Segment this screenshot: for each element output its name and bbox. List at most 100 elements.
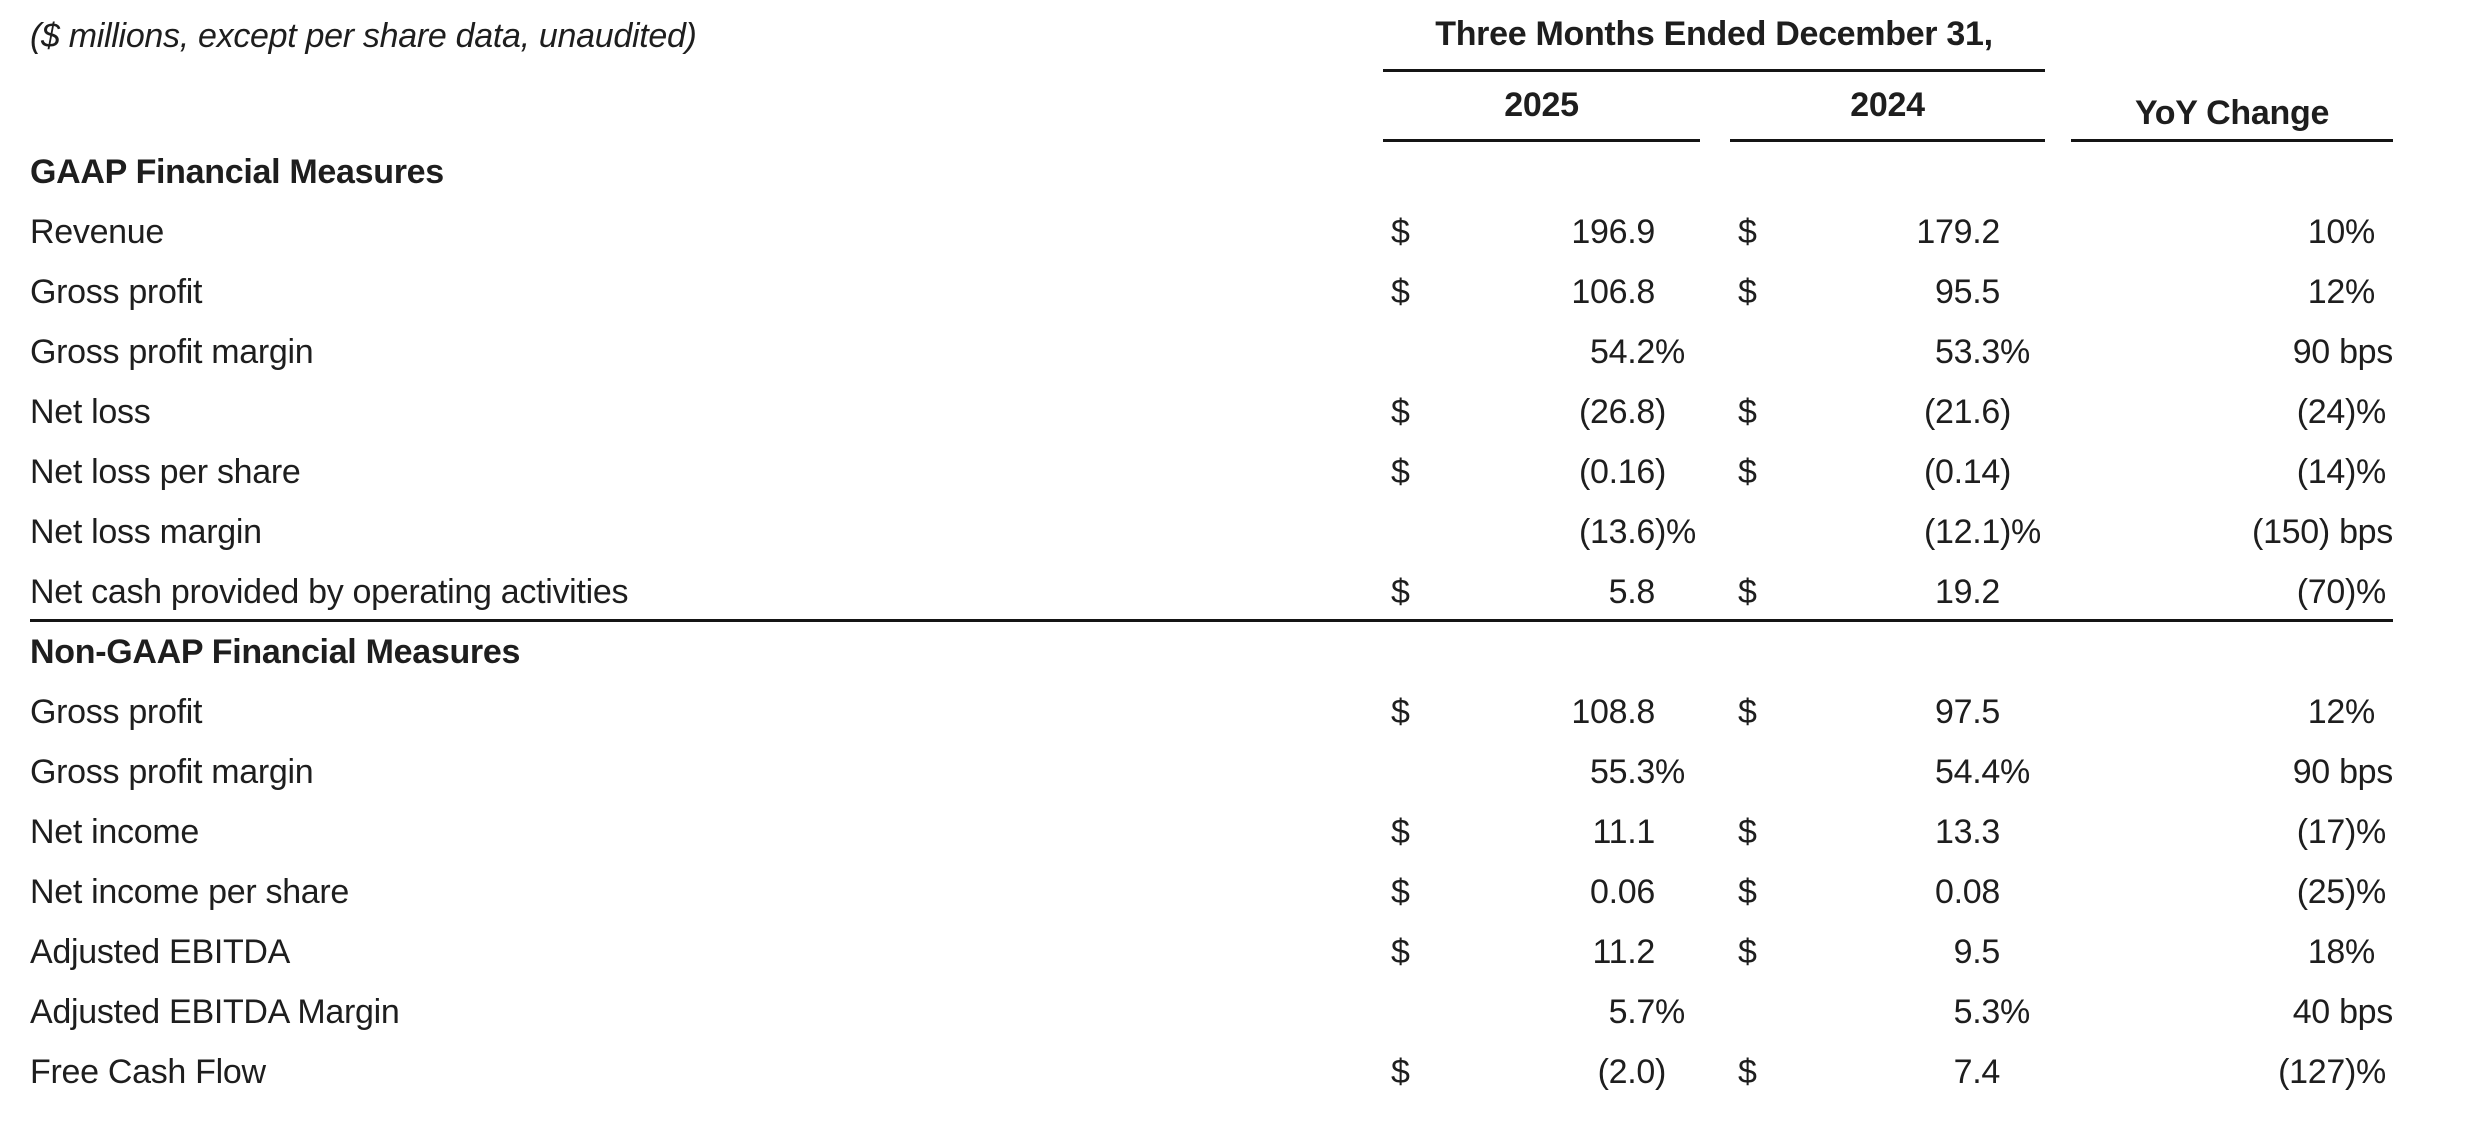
cell-value: 13.3	[1935, 812, 2000, 851]
row-label: Net cash provided by operating activitie…	[30, 572, 629, 611]
cell-value: (21.6	[1924, 392, 2000, 431]
value-overhang-suffix: )%	[2345, 392, 2386, 431]
value-overhang-suffix: %	[2000, 752, 2030, 791]
yoy-value-cell: (127)%	[2071, 1042, 2393, 1102]
row-label: Net loss margin	[30, 512, 262, 551]
cell-value: 0.08	[1935, 872, 2000, 911]
value-overhang-suffix: )%	[2345, 872, 2386, 911]
cell-value: (0.16	[1579, 452, 1655, 491]
value-overhang-suffix: )	[2000, 392, 2012, 431]
yoy-value: 12	[2307, 692, 2346, 731]
row-label: Adjusted EBITDA Margin	[30, 992, 400, 1031]
value-cell: $0.08	[1730, 862, 2045, 922]
value-cell: $19.2	[1730, 562, 2045, 622]
cell-value: (26.8	[1579, 392, 1655, 431]
yoy-value: 40	[2292, 992, 2331, 1031]
cell-value: 108.8	[1571, 692, 1655, 731]
yoy-value: (24	[2296, 392, 2346, 431]
cell-value: 11.1	[1592, 812, 1656, 851]
currency-symbol: $	[1391, 452, 1410, 491]
row-label: Gross profit margin	[30, 332, 314, 371]
currency-symbol: $	[1738, 272, 1757, 311]
table-body: GAAP Financial Measures Revenue $196.9 $179…	[0, 142, 2470, 1102]
row-label: Revenue	[30, 212, 164, 251]
value-overhang-suffix: )%	[2345, 1052, 2386, 1091]
value-overhang-suffix: )%	[1655, 512, 1696, 551]
value-cell: 54.4%	[1730, 742, 2045, 802]
currency-symbol: $	[1738, 392, 1757, 431]
cell-value: (2.0	[1597, 1052, 1656, 1091]
table-row: Free Cash Flow $ (2.0) $7.4 (127)%	[0, 1042, 2470, 1102]
currency-symbol: $	[1738, 812, 1757, 851]
value-overhang-suffix: ) bps	[2318, 512, 2393, 551]
table-header-year-row: 2025 2024 YoY Change	[0, 72, 2470, 142]
cell-value: 5.7	[1608, 992, 1656, 1031]
table-row: Net income $11.1 $13.3 (17)%	[0, 802, 2470, 862]
value-cell: 5.3%	[1730, 982, 2045, 1042]
value-cell: $196.9	[1383, 202, 1700, 262]
table-header-period-row: ($ millions, except per share data, unau…	[0, 0, 2470, 72]
currency-symbol: $	[1738, 212, 1757, 251]
table-caption: ($ millions, except per share data, unau…	[30, 16, 697, 55]
value-overhang-suffix: bps	[2329, 332, 2393, 371]
table-row: Gross profit $108.8 $97.5 12%	[0, 682, 2470, 742]
currency-symbol: $	[1391, 812, 1410, 851]
cell-value: (0.14	[1924, 452, 2000, 491]
cell-value: 5.3	[1953, 992, 2001, 1031]
value-cell: $ (0.16)	[1383, 442, 1700, 502]
cell-value: 11.2	[1592, 932, 1656, 971]
currency-symbol: $	[1391, 1052, 1410, 1091]
value-overhang-suffix: )%	[2000, 512, 2041, 551]
section-title: GAAP Financial Measures	[30, 152, 444, 191]
value-cell: 54.2%	[1383, 322, 1700, 382]
table-row: Gross profit $106.8 $95.5 12%	[0, 262, 2470, 322]
yoy-value-cell: (17)%	[2071, 802, 2393, 862]
value-overhang-suffix: %	[1655, 752, 1685, 791]
cell-value: 196.9	[1571, 212, 1655, 251]
yoy-value: (127	[2278, 1052, 2345, 1091]
value-cell: $ (0.14)	[1730, 442, 2045, 502]
currency-symbol: $	[1391, 392, 1410, 431]
row-label: Free Cash Flow	[30, 1052, 266, 1091]
value-overhang-suffix: %	[2000, 332, 2030, 371]
column-header-2024: 2024	[1730, 72, 2045, 142]
table-row: Net income per share $0.06 $0.08 (25)%	[0, 862, 2470, 922]
value-overhang-suffix: )%	[2345, 812, 2386, 851]
value-overhang-suffix: )	[1655, 1052, 1667, 1091]
yoy-value-cell: (150) bps	[2071, 502, 2393, 562]
section-header-row: GAAP Financial Measures	[0, 142, 2470, 202]
cell-value: 106.8	[1571, 272, 1655, 311]
table-row: Net loss margin (13.6)% (12.1)% (150) bps	[0, 502, 2470, 562]
value-overhang-suffix: %	[2345, 932, 2375, 971]
value-cell: 53.3%	[1730, 322, 2045, 382]
value-cell: $11.1	[1383, 802, 1700, 862]
row-label: Net income per share	[30, 872, 350, 911]
value-cell: $9.5	[1730, 922, 2045, 982]
value-overhang-suffix: )	[2000, 452, 2012, 491]
currency-symbol: $	[1391, 272, 1410, 311]
cell-value: 9.5	[1953, 932, 2001, 971]
yoy-value: 10	[2307, 212, 2346, 251]
cell-value: (12.1	[1924, 512, 2000, 551]
value-cell: $ (2.0)	[1383, 1042, 1700, 1102]
value-overhang-suffix: )	[1655, 392, 1667, 431]
value-cell: $ (26.8)	[1383, 382, 1700, 442]
row-label: Net income	[30, 812, 199, 851]
table-row: Net cash provided by operating activitie…	[0, 562, 2470, 622]
value-cell: $5.8	[1383, 562, 1700, 622]
cell-value: 97.5	[1935, 692, 2000, 731]
yoy-value-cell: 40 bps	[2071, 982, 2394, 1042]
cell-value: 54.2	[1590, 332, 1655, 371]
value-overhang-suffix: %	[2345, 692, 2375, 731]
yoy-value: 18	[2307, 932, 2346, 971]
table-row: Net loss per share $ (0.16) $ (0.14) (14)%	[0, 442, 2470, 502]
cell-value: 53.3	[1935, 332, 2000, 371]
row-label: Gross profit	[30, 272, 203, 311]
currency-symbol: $	[1738, 872, 1757, 911]
row-label: Adjusted EBITDA	[30, 932, 291, 971]
cell-value: 55.3	[1590, 752, 1655, 791]
table-row: Gross profit margin 55.3% 54.4% 90 bps	[0, 742, 2470, 802]
currency-symbol: $	[1391, 932, 1410, 971]
value-cell: $13.3	[1730, 802, 2045, 862]
column-header-2025: 2025	[1383, 72, 1700, 142]
